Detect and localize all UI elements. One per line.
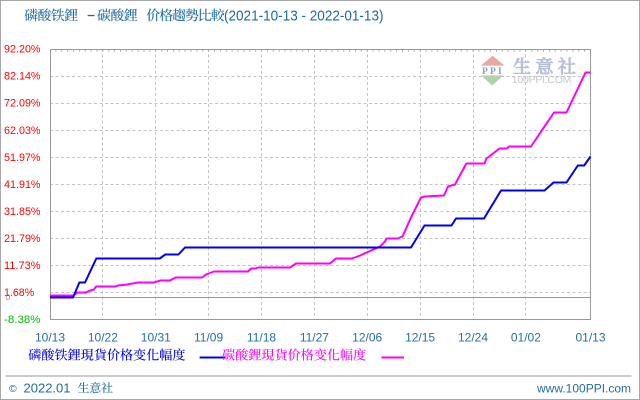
svg-text:11.73%: 11.73% — [4, 260, 41, 272]
svg-text:11/09: 11/09 — [194, 331, 223, 345]
svg-text:11/27: 11/27 — [300, 331, 329, 345]
svg-text:72.09%: 72.09% — [4, 98, 41, 110]
svg-text:31.85%: 31.85% — [4, 206, 41, 218]
svg-text:62.03%: 62.03% — [4, 125, 41, 137]
svg-text:41.91%: 41.91% — [4, 179, 41, 191]
svg-text:51.97%: 51.97% — [4, 152, 41, 164]
svg-text:10/22: 10/22 — [88, 331, 118, 345]
svg-text:11/18: 11/18 — [247, 331, 276, 345]
svg-text:PPI: PPI — [482, 67, 504, 77]
svg-text:10/13: 10/13 — [35, 331, 65, 345]
svg-text:©: © — [9, 383, 17, 395]
svg-text:0: 0 — [6, 292, 11, 302]
svg-text:(2021-10-13 - 2022-01-13): (2021-10-13 - 2022-01-13) — [224, 7, 384, 24]
svg-text:10/31: 10/31 — [141, 331, 171, 345]
svg-text:01/13: 01/13 — [575, 331, 605, 345]
svg-text:82.14%: 82.14% — [4, 71, 41, 83]
svg-text:21.79%: 21.79% — [4, 233, 41, 245]
svg-text:12/06: 12/06 — [352, 331, 382, 345]
svg-text:01/02: 01/02 — [511, 331, 541, 345]
svg-text:1.68%: 1.68% — [4, 287, 34, 299]
svg-text:-8.38%: -8.38% — [4, 314, 41, 326]
svg-text:2022.01: 2022.01 — [24, 381, 71, 396]
svg-text:92.20%: 92.20% — [4, 44, 41, 56]
svg-text:100PPI.COM: 100PPI.COM — [512, 74, 571, 86]
svg-text:www.100PPI.com: www.100PPI.com — [536, 382, 631, 396]
svg-text:12/15: 12/15 — [405, 331, 435, 345]
svg-text:12/24: 12/24 — [458, 331, 488, 345]
